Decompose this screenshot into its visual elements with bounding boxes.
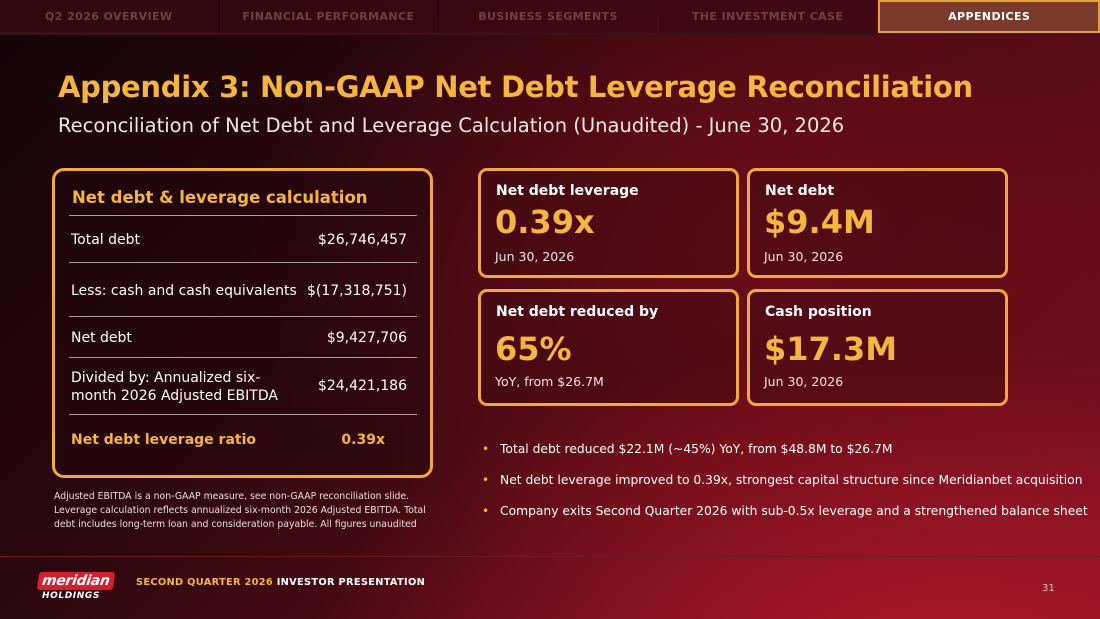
highlights-list: • Total debt reduced $22.1M (~45%) YoY, f… [482,441,1092,534]
row-label: Less: cash and cash equivalents [71,283,297,299]
row-label: Net debt [71,330,132,346]
row-divider [69,357,417,358]
section-nav: Q2 2026 OVERVIEW FINANCIAL PERFORMANCE B… [0,0,1100,33]
nav-divider [0,33,1100,35]
kpi-subtext: Jun 30, 2026 [764,374,844,389]
kpi-label: Net debt reduced by [496,304,659,320]
kpi-net-debt: Net debt $9.4M Jun 30, 2026 [747,168,1008,278]
meridian-logo: meridian HOLDINGS [36,572,115,606]
row-label: Divided by: Annualized six-month 2026 Ad… [71,370,278,404]
bullet-text: Total debt reduced $22.1M (~45%) YoY, fr… [500,442,893,456]
tab-appendices[interactable]: APPENDICES [878,0,1100,33]
kpi-cash-position: Cash position $17.3M Jun 30, 2026 [747,289,1008,406]
bullet-icon: • [482,473,490,487]
row-value: $(17,318,751) [307,283,407,299]
row-value: 0.39x [341,432,385,448]
presentation-type: INVESTOR PRESENTATION [276,577,426,588]
kpi-value: $9.4M [764,203,875,241]
kpi-value: 65% [495,330,572,368]
calc-card-title: Net debt & leverage calculation [72,188,368,207]
list-item: • Total debt reduced $22.1M (~45%) YoY, f… [482,441,1092,458]
kpi-value: 0.39x [495,203,595,241]
row-label: Total debt [71,232,141,248]
row-value: $26,746,457 [317,232,407,248]
presentation-name: SECOND QUARTER 2026 INVESTOR PRESENTATIO… [136,577,425,588]
footer-divider [0,556,1100,557]
kpi-net-debt-reduced: Net debt reduced by 65% YoY, from $26.7M [478,289,739,406]
page-number: 31 [1042,583,1055,594]
calc-row-ebitda: Divided by: Annualized six-month 2026 Ad… [69,369,417,409]
row-divider [69,262,417,263]
leverage-calculation-card: Net debt & leverage calculation Total de… [52,168,433,478]
kpi-label: Cash position [765,304,872,320]
logo-wordmark: meridian [36,572,115,590]
bullet-text: Company exits Second Quarter 2026 with s… [500,504,1088,518]
kpi-subtext: Jun 30, 2026 [764,249,844,264]
row-value: $24,421,186 [317,378,407,394]
tab-q2-overview[interactable]: Q2 2026 OVERVIEW [0,0,218,33]
row-divider [69,414,417,415]
list-item: • Company exits Second Quarter 2026 with … [482,503,1092,520]
kpi-label: Net debt [765,183,835,199]
row-value: $9,427,706 [326,330,407,346]
kpi-value: $17.3M [764,330,898,368]
list-item: • Net debt leverage improved to 0.39x, st… [482,472,1092,489]
page-title: Appendix 3: Non-GAAP Net Debt Leverage R… [58,70,973,104]
kpi-net-debt-leverage: Net debt leverage 0.39x Jun 30, 2026 [478,168,739,278]
bullet-icon: • [482,504,490,518]
kpi-subtext: Jun 30, 2026 [495,249,575,264]
page-subtitle: Reconciliation of Net Debt and Leverage … [58,114,845,137]
tab-financial-performance[interactable]: FINANCIAL PERFORMANCE [219,0,438,33]
row-label: Net debt leverage ratio [71,432,257,448]
footnote: Adjusted EBITDA is a non-GAAP measure, s… [54,491,426,530]
kpi-label: Net debt leverage [496,183,639,199]
kpi-subtext: YoY, from $26.7M [495,374,604,389]
row-divider [69,316,417,317]
logo-subtext: HOLDINGS [42,591,100,601]
tab-investment-case[interactable]: THE INVESTMENT CASE [658,0,877,33]
bullet-text: Net debt leverage improved to 0.39x, str… [500,473,1083,487]
tab-business-segments[interactable]: BUSINESS SEGMENTS [439,0,657,33]
presentation-period: SECOND QUARTER 2026 [136,577,273,588]
bullet-icon: • [482,442,490,456]
row-divider [69,215,417,216]
